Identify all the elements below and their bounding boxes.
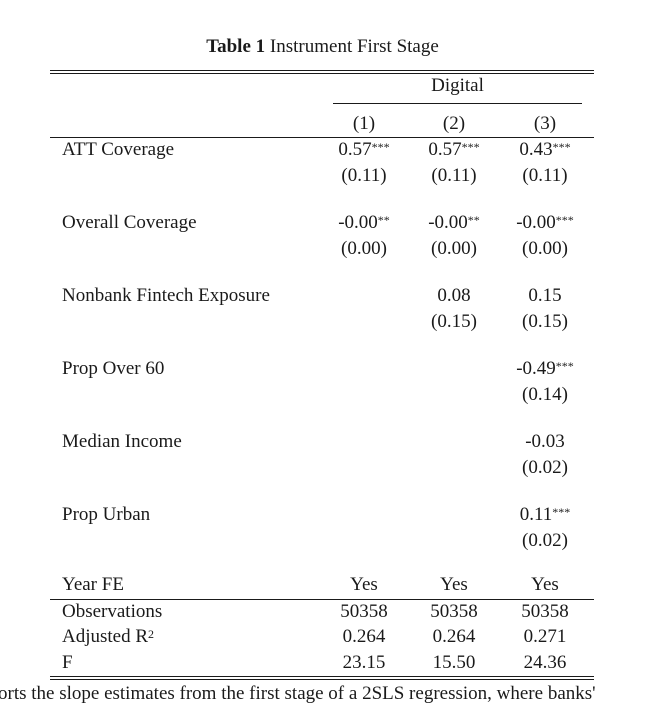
- row-label: Prop Over 60: [62, 358, 165, 379]
- coefficient-value: 0.15: [528, 285, 562, 306]
- coefficient-value: -0.00: [338, 212, 378, 233]
- coefficient-value: -0.49: [516, 358, 556, 379]
- coefficient-cell: 0.15: [505, 285, 585, 307]
- coefficient-value: 0.08: [437, 285, 471, 306]
- coefficient-cell: 0.57***: [324, 139, 404, 161]
- standard-error-cell: (0.02): [522, 457, 568, 478]
- column-header-2: (2): [442, 113, 466, 134]
- stat-adjusted-r2-3: 0.271: [523, 626, 567, 647]
- stat-label-observations: Observations: [62, 601, 163, 622]
- coefficient-value: -0.03: [525, 431, 565, 452]
- adjusted-r-text: Adjusted R: [62, 626, 149, 647]
- coefficient-cell: -0.03: [505, 431, 585, 453]
- stat-f-3: 24.36: [523, 652, 567, 673]
- standard-error-cell: (0.15): [522, 311, 568, 332]
- table-note-text: orts the slope estimates from the first …: [0, 683, 596, 704]
- stat-f-2: 15.50: [432, 652, 476, 673]
- table-caption: Table 1 Instrument First Stage: [0, 36, 645, 58]
- row-label: Overall Coverage: [62, 212, 197, 233]
- r-squared-superscript: 2: [148, 627, 155, 641]
- coefficient-value: -0.00: [516, 212, 556, 233]
- coefficient-cell: 0.57***: [414, 139, 494, 161]
- standard-error-cell: (0.11): [431, 165, 477, 186]
- bottom-rule-2: [50, 679, 594, 680]
- table-number: Table 1: [206, 36, 266, 57]
- group-underline: [333, 103, 582, 104]
- column-group-header: Digital: [431, 75, 484, 96]
- stats-rule: [50, 599, 594, 600]
- row-label: Nonbank Fintech Exposure: [62, 285, 270, 306]
- standard-error-cell: (0.11): [341, 165, 387, 186]
- significance-stars: ***: [552, 140, 571, 154]
- stat-observations-3: 50358: [521, 601, 569, 622]
- coefficient-cell: 0.43***: [505, 139, 585, 161]
- stat-observations-1: 50358: [340, 601, 388, 622]
- table-title: Instrument First Stage: [269, 36, 439, 57]
- standard-error-cell: (0.14): [522, 384, 568, 405]
- significance-stars: ***: [552, 505, 571, 519]
- fixed-effects-value-1: Yes: [350, 574, 378, 595]
- fixed-effects-label: Year FE: [62, 574, 124, 595]
- header-rule: [50, 137, 594, 138]
- coefficient-cell: -0.49***: [505, 358, 585, 380]
- stat-f-1: 23.15: [342, 652, 386, 673]
- stat-adjusted-r2-2: 0.264: [432, 626, 476, 647]
- significance-stars: ***: [461, 140, 480, 154]
- row-label: Prop Urban: [62, 504, 151, 525]
- row-label: Median Income: [62, 431, 182, 452]
- significance-stars: ***: [555, 359, 574, 373]
- standard-error-cell: (0.00): [431, 238, 477, 259]
- coefficient-value: 0.57: [338, 139, 372, 160]
- fixed-effects-value-2: Yes: [440, 574, 468, 595]
- top-rule-2: [50, 73, 594, 74]
- significance-stars: **: [377, 213, 390, 227]
- stat-adjusted-r2-1: 0.264: [342, 626, 386, 647]
- standard-error-cell: (0.00): [341, 238, 387, 259]
- column-header-3: (3): [533, 113, 557, 134]
- stat-observations-2: 50358: [430, 601, 478, 622]
- coefficient-cell: -0.00**: [324, 212, 404, 234]
- standard-error-cell: (0.11): [522, 165, 568, 186]
- significance-stars: ***: [371, 140, 390, 154]
- standard-error-cell: (0.00): [522, 238, 568, 259]
- significance-stars: **: [467, 213, 480, 227]
- coefficient-cell: -0.00***: [505, 212, 585, 234]
- significance-stars: ***: [555, 213, 574, 227]
- stat-label-f: F: [62, 652, 73, 673]
- coefficient-cell: -0.00**: [414, 212, 494, 234]
- coefficient-value: 0.57: [428, 139, 462, 160]
- row-label: ATT Coverage: [62, 139, 175, 160]
- fixed-effects-value-3: Yes: [531, 574, 559, 595]
- coefficient-cell: 0.08: [414, 285, 494, 307]
- coefficient-value: -0.00: [428, 212, 468, 233]
- column-header-1: (1): [352, 113, 376, 134]
- standard-error-cell: (0.15): [431, 311, 477, 332]
- bottom-rule-1: [50, 676, 594, 677]
- top-rule-1: [50, 70, 594, 71]
- coefficient-value: 0.43: [519, 139, 553, 160]
- coefficient-value: 0.11: [519, 504, 553, 525]
- standard-error-cell: (0.02): [522, 530, 568, 551]
- stat-label-adjusted-r2: Adjusted R2: [62, 626, 154, 648]
- coefficient-cell: 0.11***: [505, 504, 585, 526]
